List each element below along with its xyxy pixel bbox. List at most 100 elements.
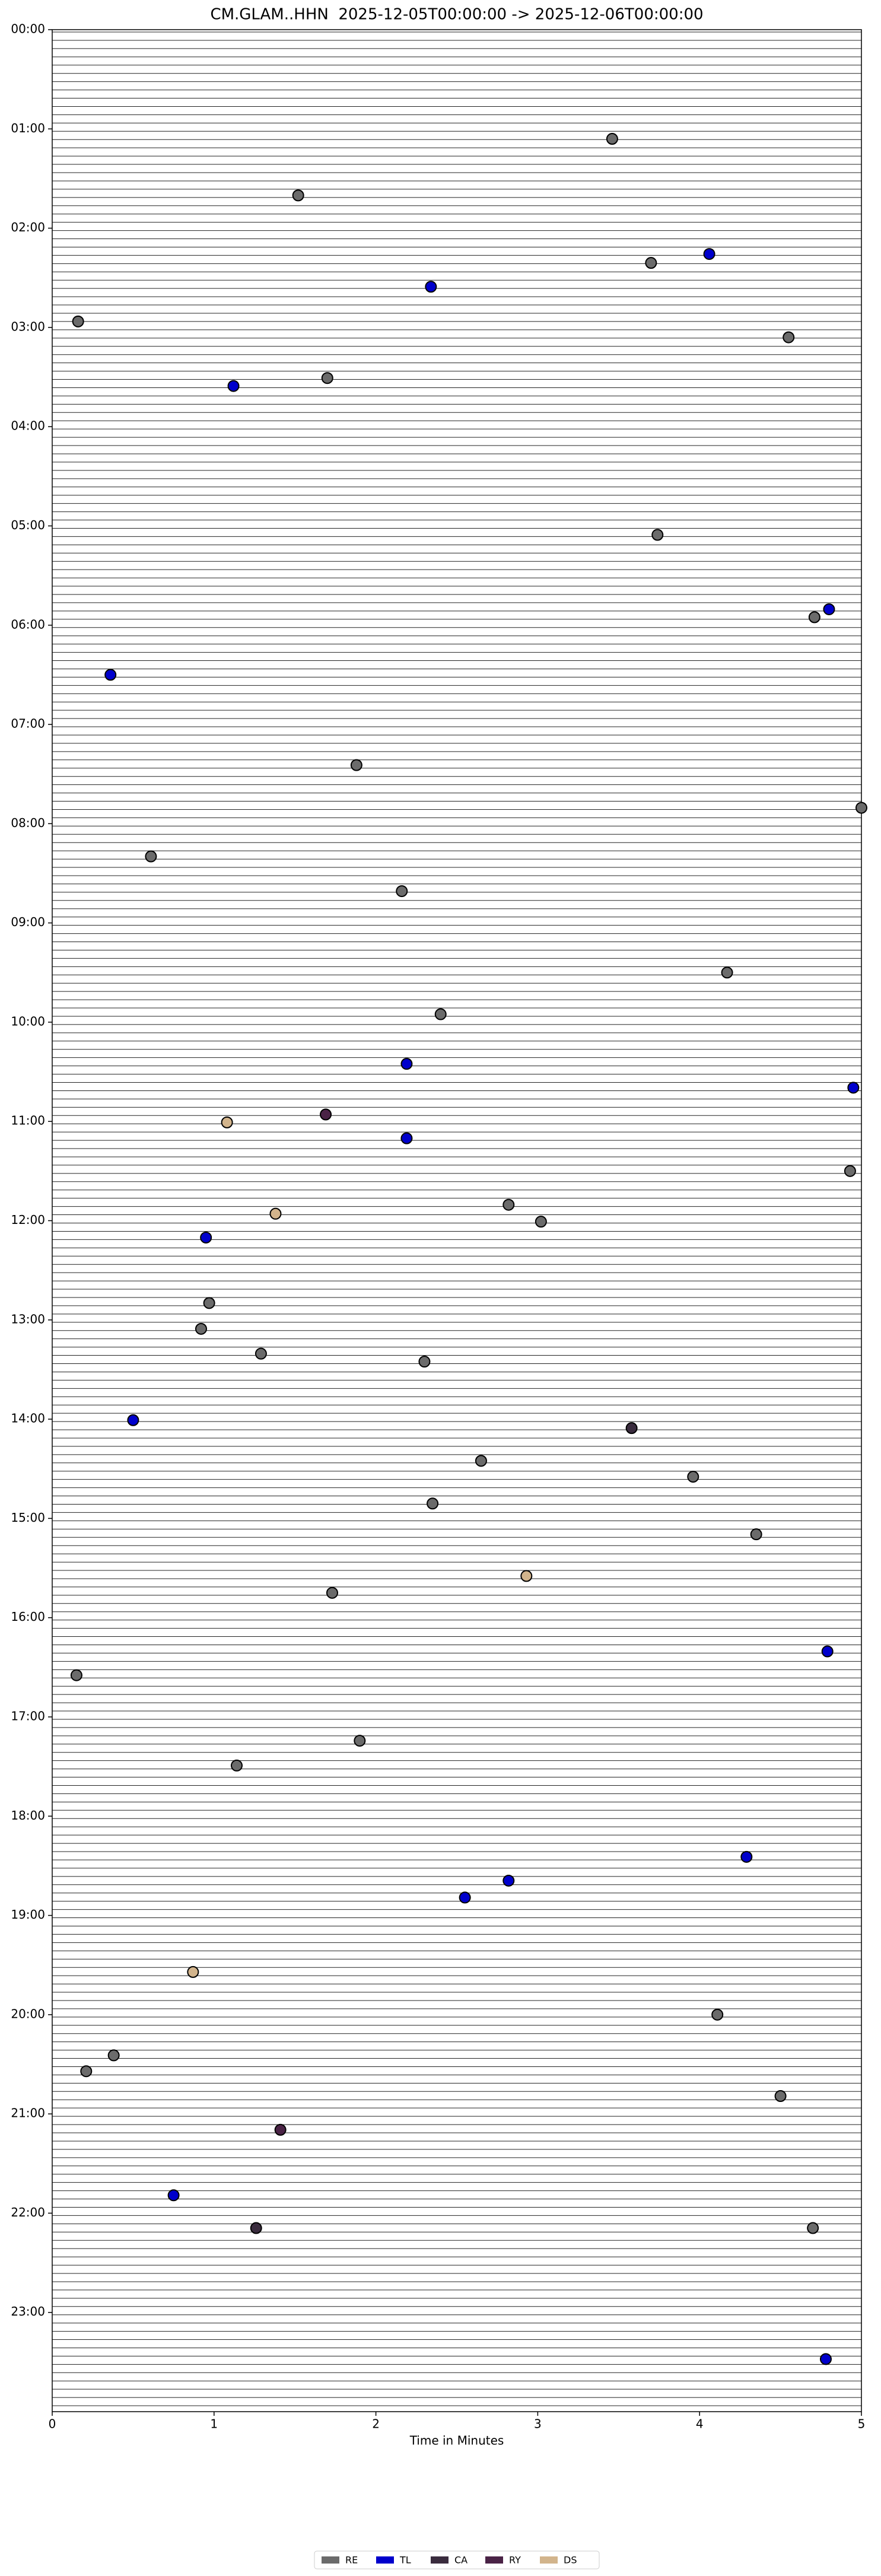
legend-swatch <box>485 2556 503 2564</box>
event-marker <box>72 315 84 327</box>
event-marker <box>821 1645 834 1658</box>
event-marker <box>326 1586 338 1599</box>
event-marker <box>104 669 117 681</box>
event-marker <box>80 2065 93 2078</box>
y-tick-label: 13:00 <box>11 1312 45 1326</box>
event-marker <box>475 1455 487 1467</box>
y-tick-label: 02:00 <box>11 220 45 234</box>
event-marker <box>167 2189 180 2202</box>
event-marker <box>535 1216 547 1228</box>
y-tick-label: 19:00 <box>11 1907 45 1922</box>
event-marker <box>195 1322 207 1335</box>
y-tick-label: 10:00 <box>11 1014 45 1028</box>
y-tick-label: 22:00 <box>11 2205 45 2219</box>
plot-frame <box>52 29 862 2412</box>
x-tick-label: 1 <box>210 2417 218 2431</box>
y-tick-label: 11:00 <box>11 1114 45 1128</box>
event-marker <box>651 529 664 541</box>
legend-swatch <box>431 2556 449 2564</box>
event-marker <box>107 2049 120 2062</box>
event-marker <box>70 1669 82 1681</box>
event-marker <box>819 2353 832 2365</box>
y-tick-label: 00:00 <box>11 22 45 36</box>
event-marker <box>740 1850 753 1863</box>
event-marker <box>703 248 715 260</box>
event-marker <box>221 1116 233 1128</box>
y-tick-label: 23:00 <box>11 2304 45 2319</box>
event-marker <box>400 1058 413 1070</box>
x-tick-label: 5 <box>858 2417 866 2431</box>
event-marker <box>459 1891 471 1904</box>
event-marker <box>807 2222 819 2234</box>
y-tick-label: 01:00 <box>11 121 45 135</box>
legend-box <box>314 2550 600 2569</box>
legend-label: CA <box>454 2555 467 2566</box>
y-tick-label: 03:00 <box>11 319 45 333</box>
y-tick-label: 14:00 <box>11 1411 45 1426</box>
legend-label: DS <box>564 2555 577 2566</box>
event-marker <box>200 1231 212 1244</box>
legend-label: RY <box>509 2555 521 2566</box>
event-marker <box>783 331 795 344</box>
y-tick-label: 09:00 <box>11 915 45 929</box>
event-marker <box>227 380 240 392</box>
event-marker <box>425 281 437 293</box>
x-tick-label: 0 <box>49 2417 56 2431</box>
event-marker <box>721 966 733 979</box>
event-marker <box>645 257 657 269</box>
event-marker <box>847 1082 860 1094</box>
event-marker <box>855 802 867 814</box>
legend-label: TL <box>399 2555 411 2566</box>
event-marker <box>396 885 408 898</box>
event-marker <box>502 1874 515 1887</box>
event-marker <box>823 603 835 615</box>
legend-swatch <box>376 2556 394 2564</box>
y-tick-label: 07:00 <box>11 717 45 731</box>
event-marker <box>203 1297 215 1309</box>
legend-swatch <box>540 2556 558 2564</box>
y-tick-label: 18:00 <box>11 1808 45 1823</box>
chart-title: CM.GLAM..HHN 2025-12-05T00:00:00 -> 2025… <box>210 6 703 24</box>
event-marker <box>502 1198 515 1211</box>
event-marker <box>625 1422 638 1435</box>
event-marker <box>354 1735 366 1747</box>
y-tick-label: 06:00 <box>11 617 45 631</box>
event-marker <box>434 1008 447 1020</box>
y-tick-label: 17:00 <box>11 1709 45 1723</box>
event-marker <box>520 1570 533 1582</box>
y-tick-label: 15:00 <box>11 1510 45 1525</box>
event-marker <box>230 1759 243 1772</box>
y-tick-label: 04:00 <box>11 419 45 433</box>
event-marker <box>400 1132 413 1144</box>
event-marker <box>774 2090 787 2103</box>
event-marker <box>350 759 362 771</box>
x-tick-label: 3 <box>534 2417 542 2431</box>
event-marker <box>844 1165 856 1177</box>
legend-swatch <box>322 2556 339 2564</box>
event-marker <box>250 2222 262 2234</box>
event-marker <box>187 1966 199 1978</box>
event-marker <box>127 1414 139 1426</box>
event-marker <box>808 611 820 624</box>
y-tick-label: 08:00 <box>11 816 45 830</box>
x-tick-label: 2 <box>372 2417 380 2431</box>
event-marker <box>711 2008 724 2021</box>
event-marker <box>269 1207 282 1220</box>
event-marker <box>320 1108 332 1121</box>
event-marker <box>292 189 304 202</box>
legend-label: RE <box>345 2555 358 2566</box>
y-tick-label: 20:00 <box>11 2006 45 2021</box>
event-marker <box>418 1356 431 1368</box>
y-tick-label: 12:00 <box>11 1213 45 1227</box>
y-tick-label: 16:00 <box>11 1610 45 1624</box>
event-marker <box>255 1347 267 1360</box>
x-tick-label: 4 <box>696 2417 704 2431</box>
event-marker <box>606 133 618 145</box>
event-marker <box>145 850 157 863</box>
event-marker <box>750 1528 762 1541</box>
x-axis-label: Time in Minutes <box>409 2434 504 2448</box>
event-marker <box>274 2123 287 2136</box>
event-marker <box>321 372 333 384</box>
